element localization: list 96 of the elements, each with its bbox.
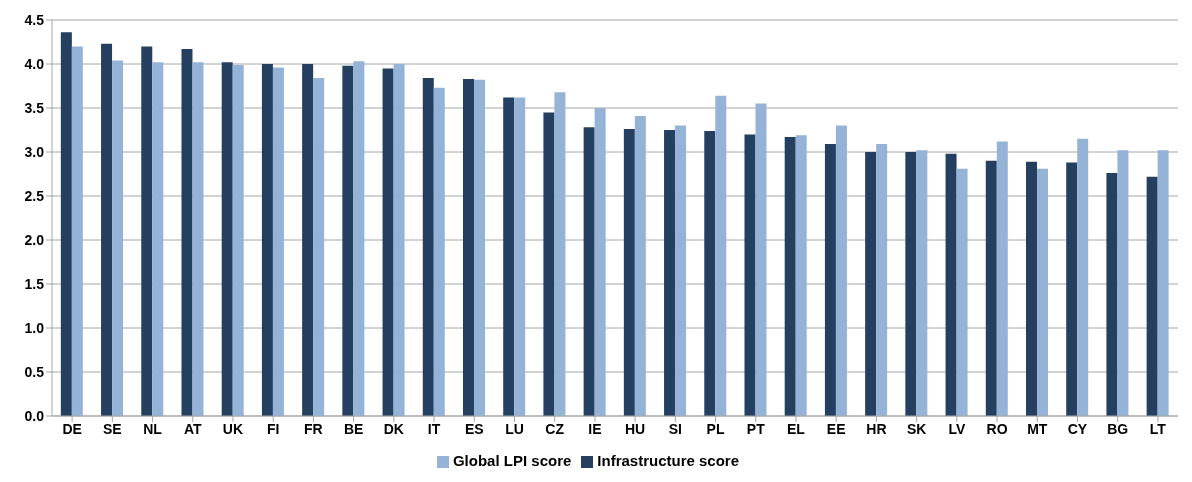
bar [152, 62, 164, 416]
x-tick-label: SI [668, 420, 682, 437]
bar [221, 62, 233, 416]
bar [462, 78, 474, 416]
x-tick-label: MT [1027, 420, 1048, 437]
bar [272, 67, 284, 416]
y-tick-label: 3.5 [24, 99, 45, 116]
x-tick-label: UK [222, 420, 244, 437]
x-tick-label: BE [343, 420, 364, 437]
x-tick-label: EE [826, 420, 846, 437]
bar [905, 152, 917, 416]
bar [1146, 176, 1158, 416]
bar [755, 103, 767, 416]
bar [1157, 150, 1169, 416]
bar [835, 125, 847, 416]
bar [433, 87, 445, 416]
x-tick-label: RO [986, 420, 1008, 437]
bar [956, 168, 968, 416]
x-tick-label: FI [266, 420, 280, 437]
bar [583, 127, 595, 416]
bar [704, 130, 716, 416]
y-tick-label: 0.5 [24, 363, 45, 380]
bar [1036, 168, 1048, 416]
bar [232, 64, 244, 416]
bar [634, 115, 646, 416]
bar [141, 46, 153, 416]
x-tick-label: DK [383, 420, 404, 437]
x-tick-label: CY [1067, 420, 1088, 437]
bar [353, 61, 365, 416]
x-tick-label: NL [143, 420, 163, 437]
bar [181, 49, 193, 416]
x-tick-label: BG [1107, 420, 1129, 437]
bar [1106, 173, 1118, 416]
bar [71, 46, 83, 416]
bar [784, 137, 796, 416]
bar [664, 130, 676, 416]
x-tick-label: FR [304, 420, 323, 437]
bar [996, 141, 1008, 416]
x-tick-label: SE [102, 420, 122, 437]
bar [192, 62, 204, 416]
x-tick-label: IT [427, 420, 441, 437]
bar [101, 43, 113, 416]
y-tick-label: 0.0 [24, 407, 45, 424]
x-tick-label: LU [505, 420, 524, 437]
y-tick-label: 3.0 [24, 143, 45, 160]
x-tick-label: SK [906, 420, 927, 437]
bar [1025, 161, 1037, 416]
bar [382, 68, 394, 416]
bar [543, 112, 555, 416]
bar [795, 135, 807, 416]
y-tick-label: 1.0 [24, 319, 45, 336]
y-tick-label: 1.5 [24, 275, 45, 292]
bar [1117, 150, 1129, 416]
x-tick-label: LT [1149, 420, 1167, 437]
x-tick-label: CZ [545, 420, 565, 437]
x-tick-label: PL [706, 420, 725, 437]
bar [824, 144, 836, 416]
bar [554, 92, 566, 416]
bar [302, 64, 314, 416]
x-tick-label: DE [62, 420, 82, 437]
y-tick-label: 2.5 [24, 187, 45, 204]
bar [422, 78, 434, 416]
bar [715, 95, 727, 416]
bar [514, 97, 526, 416]
x-tick-label: PT [746, 420, 766, 437]
bar [112, 60, 124, 416]
x-tick-label: ES [464, 420, 484, 437]
bar [503, 97, 515, 416]
bar [342, 65, 354, 416]
x-tick-label: IE [588, 420, 602, 437]
bar [675, 125, 687, 416]
bar [60, 32, 72, 416]
y-tick-label: 4.5 [24, 11, 45, 28]
bar [261, 64, 273, 416]
x-tick-label: HU [624, 420, 646, 437]
y-tick-label: 2.0 [24, 231, 45, 248]
legend-label: Global LPI score [452, 452, 572, 469]
bar [744, 134, 756, 416]
bar [393, 64, 405, 416]
bar [623, 129, 635, 416]
x-tick-label: LV [948, 420, 966, 437]
bar [916, 150, 928, 416]
bar [1077, 138, 1089, 416]
bar [594, 108, 606, 416]
legend-label: Infrastructure score [597, 452, 740, 469]
x-tick-label: AT [183, 420, 203, 437]
bar [876, 144, 888, 416]
bar [945, 153, 957, 416]
x-tick-label: EL [787, 420, 806, 437]
y-tick-label: 4.0 [24, 55, 45, 72]
bar [865, 152, 877, 416]
bar [313, 78, 325, 416]
bar [985, 160, 997, 416]
bar [473, 79, 485, 416]
x-tick-label: HR [866, 420, 887, 437]
bar [1066, 162, 1078, 416]
